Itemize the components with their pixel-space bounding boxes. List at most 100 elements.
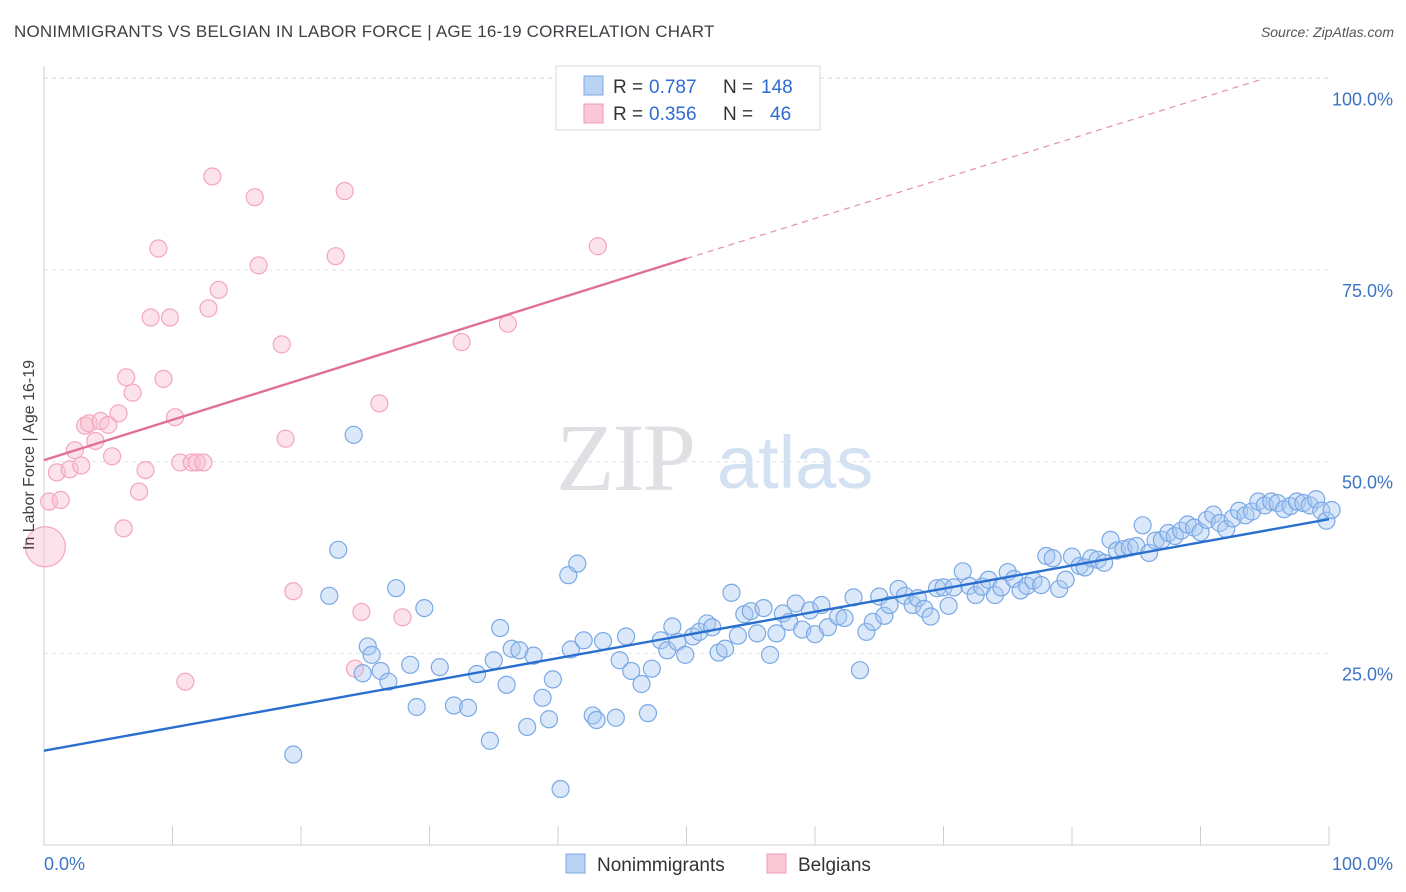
series-label-nonimmigrants: Nonimmigrants xyxy=(597,855,725,876)
nonimmigrants-point xyxy=(518,717,537,737)
nonimmigrants-point xyxy=(574,631,593,650)
nonimmigrants-point xyxy=(379,672,398,691)
nonimmigrants-point xyxy=(715,639,735,658)
nonimmigrants-point xyxy=(484,651,503,670)
nonimmigrants-point xyxy=(880,595,899,615)
trend-lines xyxy=(43,77,1330,752)
belgians-point xyxy=(40,492,59,511)
nonimmigrants-point xyxy=(754,598,773,618)
chart-title: NONIMMIGRANTS VS BELGIAN IN LABOR FORCE … xyxy=(14,22,715,41)
x-tick-max: 100.0% xyxy=(1332,854,1393,874)
nonimmigrants-point xyxy=(606,708,625,727)
nonimmigrants-point xyxy=(863,612,882,632)
belgians-point xyxy=(335,181,354,201)
nonimmigrants-point xyxy=(344,425,363,444)
nonimmigrants-point xyxy=(407,697,426,717)
y-axis-label: In Labor Force | Age 16-19 xyxy=(21,360,38,550)
belgians-point xyxy=(176,672,195,691)
nonimmigrants-point xyxy=(622,661,641,681)
belgians-point xyxy=(284,582,303,601)
belgians-point xyxy=(60,460,79,479)
nonimmigrants-point xyxy=(284,745,303,764)
legend-swatch-blue xyxy=(583,75,604,96)
legend-r-value-2: 0.356 xyxy=(649,104,697,125)
y-tick-label: 25.0% xyxy=(1342,664,1393,684)
nonimmigrants-point xyxy=(617,627,636,646)
belgians-point xyxy=(123,383,142,402)
belgians-point xyxy=(393,608,412,627)
nonimmigrants-point xyxy=(850,661,870,680)
belgians-trend-line xyxy=(43,257,687,462)
nonimmigrants-point xyxy=(320,586,339,605)
nonimmigrants-point xyxy=(551,779,570,799)
nonimmigrants-point xyxy=(1043,549,1062,568)
nonimmigrants-point xyxy=(329,540,348,559)
nonimmigrants-point xyxy=(444,696,464,715)
belgians-point xyxy=(272,335,291,354)
belgians-point xyxy=(370,394,389,413)
belgians-point xyxy=(160,308,180,327)
belgians-point xyxy=(154,369,173,388)
legend-r-label-2: R = xyxy=(613,104,643,125)
nonimmigrants-point xyxy=(543,670,562,689)
series-swatch-belgians xyxy=(766,853,787,874)
axes xyxy=(43,66,1330,846)
nonimmigrants-point xyxy=(386,579,406,598)
nonimmigrants-point xyxy=(676,645,695,664)
watermark: ZIP atlas xyxy=(556,404,873,511)
belgians-point xyxy=(352,602,371,622)
belgians-point xyxy=(103,447,122,466)
belgians-point xyxy=(203,167,222,186)
stats-legend: R = 0.787 N = 148 R = 0.356 N = 46 xyxy=(555,65,821,131)
belgians-point xyxy=(99,415,118,434)
belgians-point xyxy=(129,482,149,501)
legend-n-value-1: 148 xyxy=(761,77,793,98)
legend-swatch-pink xyxy=(583,103,604,124)
nonimmigrants-point xyxy=(568,554,587,573)
watermark-zip: ZIP xyxy=(556,404,694,511)
belgians-point xyxy=(187,453,207,472)
belgians-point xyxy=(51,490,70,510)
belgians-point xyxy=(209,280,228,300)
belgians-point xyxy=(452,332,471,352)
x-tick-min: 0.0% xyxy=(44,854,85,874)
nonimmigrants-point xyxy=(1095,553,1114,572)
nonimmigrants-point xyxy=(857,622,876,641)
nonimmigrants-point xyxy=(524,646,543,665)
belgians-point xyxy=(114,519,133,538)
nonimmigrants-point xyxy=(430,658,449,677)
nonimmigrants-point xyxy=(533,688,552,707)
y-tick-label: 100.0% xyxy=(1332,89,1393,109)
nonimmigrants-point xyxy=(510,641,529,660)
nonimmigrants-point xyxy=(728,626,748,645)
series-legend: Nonimmigrants Belgians xyxy=(565,853,871,876)
belgians-point xyxy=(117,368,136,387)
nonimmigrants-point xyxy=(610,651,629,670)
belgians-point xyxy=(276,429,295,448)
nonimmigrants-point xyxy=(939,596,958,615)
nonimmigrants-point xyxy=(593,631,613,651)
legend-n-label-2: N = xyxy=(723,104,753,125)
belgians-point xyxy=(326,247,345,266)
series-label-belgians: Belgians xyxy=(798,855,871,876)
nonimmigrants-point xyxy=(1032,575,1051,595)
nonimmigrants-point xyxy=(502,639,521,658)
nonimmigrants-point xyxy=(642,659,661,678)
nonimmigrants-point xyxy=(638,704,658,723)
belgians-point xyxy=(588,237,607,256)
nonimmigrants-point xyxy=(362,645,381,664)
nonimmigrants-point xyxy=(491,618,510,638)
nonimmigrants-point xyxy=(1312,501,1331,520)
belgians-point xyxy=(24,526,66,568)
nonimmigrants-point xyxy=(1050,579,1069,599)
belgians-point xyxy=(109,404,128,423)
nonimmigrants-point xyxy=(767,624,786,643)
nonimmigrants-point xyxy=(587,710,606,730)
nonimmigrants-point xyxy=(1229,501,1249,520)
nonimmigrants-point xyxy=(875,606,894,625)
belgians-trend-extension xyxy=(686,77,1265,260)
y-tick-labels: 25.0% 50.0% 75.0% 100.0% xyxy=(1332,89,1393,684)
nonimmigrants-point xyxy=(353,664,372,683)
series-swatch-nonimmigrants xyxy=(565,853,586,874)
nonimmigrants-point xyxy=(835,608,854,628)
